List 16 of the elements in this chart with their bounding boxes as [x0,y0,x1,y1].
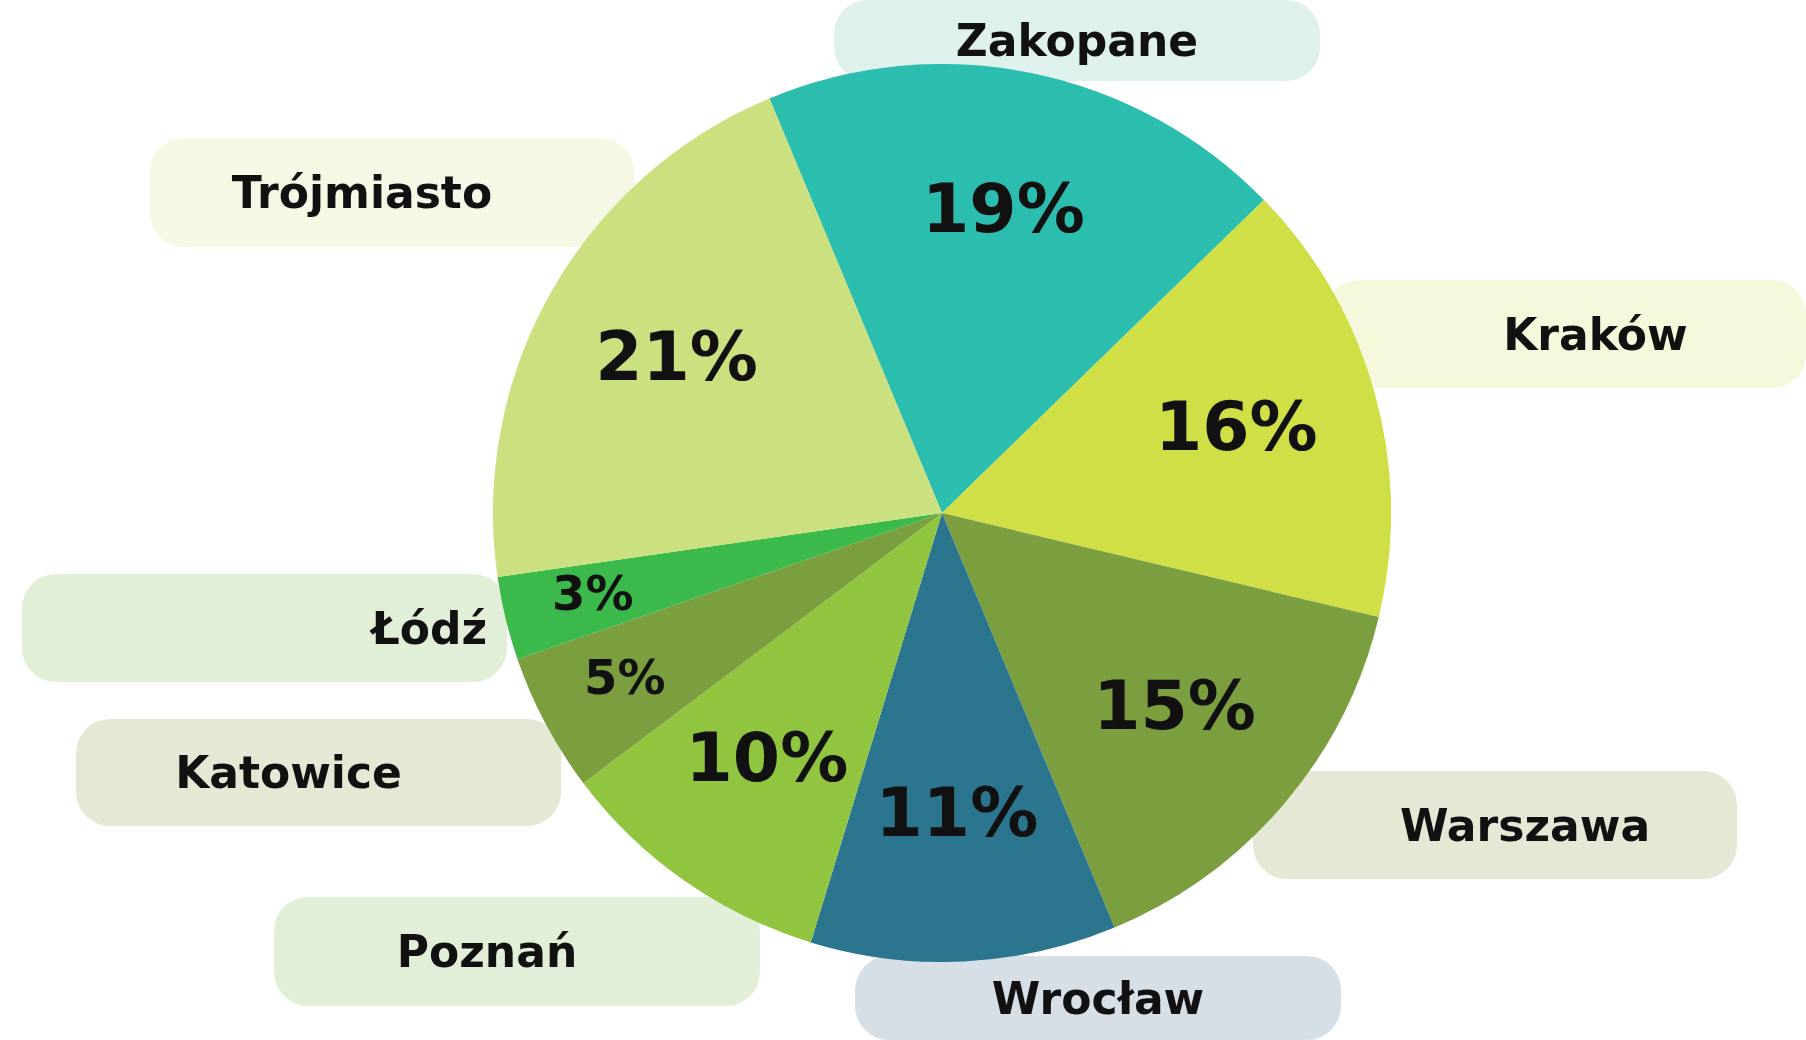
slice-label: Zakopane [834,0,1320,81]
data-label: 5% [584,649,666,706]
data-label: 11% [875,772,1039,852]
data-label: 16% [1154,386,1318,466]
data-label: 10% [685,717,849,797]
data-label: 21% [595,316,758,396]
slice-label: Poznań [274,897,760,1006]
data-label: 19% [922,168,1085,248]
slice-label: Kraków [1325,280,1806,388]
slice-label: Trójmiasto [150,138,634,247]
slice-label: Wrocław [855,956,1341,1040]
slice-label: Łódź [22,574,507,682]
data-label: 3% [552,564,634,621]
slice-label: Warszawa [1253,771,1737,879]
data-label: 15% [1093,665,1256,745]
slice-label: Katowice [76,719,561,826]
